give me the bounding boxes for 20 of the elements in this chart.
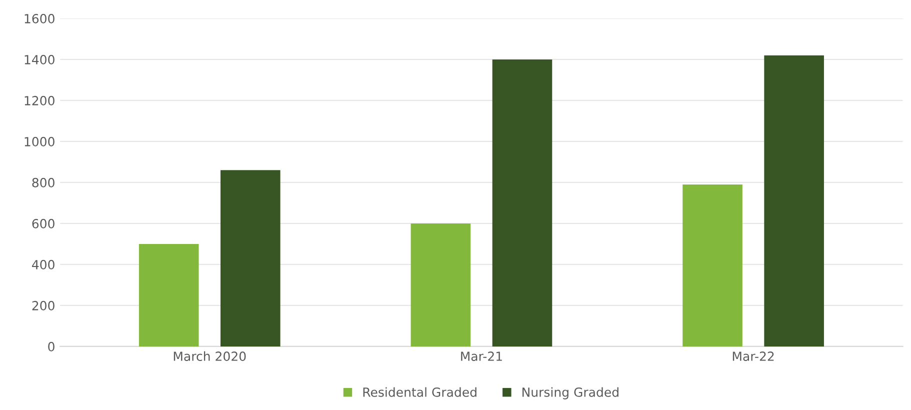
y-tick-label: 400 bbox=[32, 260, 54, 270]
y-tick-label: 0 bbox=[48, 342, 54, 352]
y-tick-label: 1400 bbox=[24, 54, 54, 64]
x-tick-label: Mar-21 bbox=[461, 352, 502, 361]
x-tick-label: March 2020 bbox=[174, 351, 246, 361]
legend-label: Nursing Graded bbox=[522, 387, 618, 400]
x-tick-label: Mar-22 bbox=[732, 352, 774, 361]
bar bbox=[492, 59, 552, 346]
legend-label: Residental Graded bbox=[363, 387, 476, 397]
bar bbox=[410, 223, 471, 346]
y-tick-label: 600 bbox=[32, 218, 54, 228]
y-tick-label: 800 bbox=[32, 178, 54, 188]
y-tick-label: 1200 bbox=[24, 96, 54, 106]
y-tick-label: 1600 bbox=[24, 14, 54, 24]
bar bbox=[682, 184, 742, 346]
bar bbox=[138, 244, 199, 346]
y-tick-label: 1000 bbox=[24, 136, 54, 146]
y-tick-label: 200 bbox=[32, 300, 54, 310]
bar bbox=[764, 55, 824, 346]
bar bbox=[220, 170, 280, 346]
